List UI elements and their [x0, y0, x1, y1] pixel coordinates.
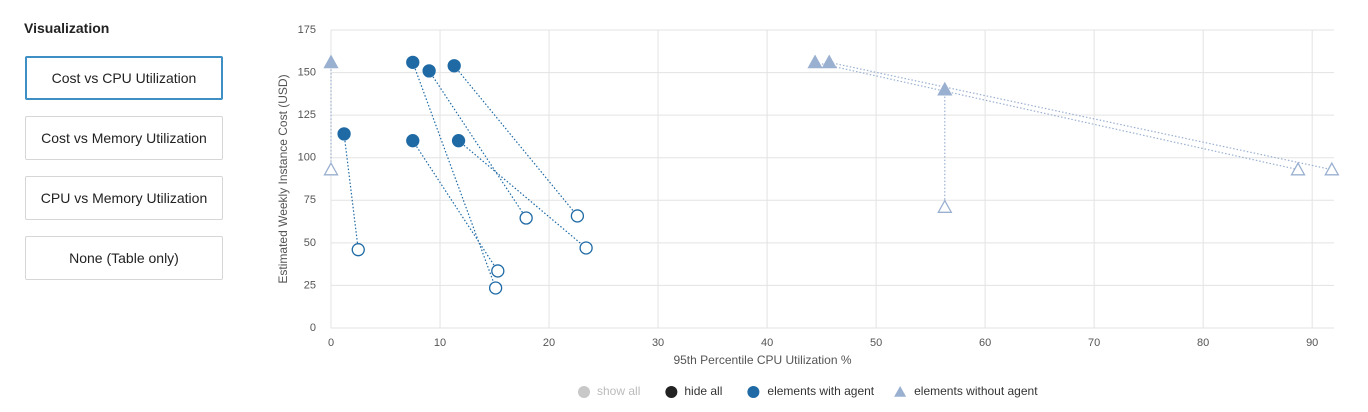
- recommended-point: [579, 241, 593, 255]
- current-point: [337, 127, 351, 141]
- recommended-point: [937, 199, 953, 213]
- option-button[interactable]: CPU vs Memory Utilization: [25, 176, 223, 220]
- current-point: [451, 134, 466, 148]
- current-point: [937, 81, 953, 96]
- connector: [453, 65, 578, 217]
- recommended-point: [1290, 161, 1306, 176]
- y-axis-label: Estimated Weekly Instance Cost (USD): [276, 74, 290, 283]
- x-tick-label: 10: [434, 337, 446, 349]
- y-tick-label: 125: [298, 109, 316, 121]
- x-axis-label: 95th Percentile CPU Utilization %: [673, 353, 851, 367]
- recommended-point: [1324, 161, 1340, 176]
- x-tick-label: 80: [1197, 337, 1209, 349]
- legend-control-marker[interactable]: [578, 386, 590, 398]
- sidebar-title: Visualization: [24, 20, 110, 36]
- option-button[interactable]: Cost vs Memory Utilization: [25, 116, 223, 160]
- current-point: [422, 64, 436, 78]
- legend-label[interactable]: elements with agent: [767, 384, 874, 398]
- x-tick-label: 0: [328, 337, 334, 349]
- connector: [412, 140, 499, 272]
- current-point: [323, 54, 339, 69]
- legend-control[interactable]: hide all: [684, 384, 722, 398]
- x-tick-label: 50: [870, 337, 882, 349]
- x-tick-label: 60: [979, 337, 991, 349]
- option-button[interactable]: Cost vs CPU Utilization: [25, 56, 223, 100]
- connector: [829, 61, 1332, 171]
- recommended-point: [519, 211, 533, 225]
- y-tick-label: 25: [304, 279, 316, 291]
- connector: [428, 70, 527, 219]
- y-tick-label: 75: [304, 194, 316, 206]
- current-point: [807, 54, 823, 69]
- legend-label[interactable]: elements without agent: [914, 384, 1038, 398]
- y-tick-label: 175: [298, 24, 316, 36]
- option-button[interactable]: None (Table only): [25, 236, 223, 280]
- connector: [458, 140, 587, 249]
- connector: [412, 62, 497, 289]
- connector: [814, 61, 1299, 171]
- connector: [343, 133, 359, 250]
- x-tick-label: 40: [761, 337, 773, 349]
- recommended-point: [570, 209, 585, 223]
- legend-marker[interactable]: [894, 386, 907, 397]
- x-tick-label: 20: [543, 337, 555, 349]
- y-tick-label: 50: [304, 237, 316, 249]
- x-tick-label: 70: [1088, 337, 1100, 349]
- current-point: [406, 55, 420, 70]
- y-tick-label: 0: [310, 322, 316, 334]
- y-tick-label: 150: [298, 66, 316, 78]
- legend-marker[interactable]: [747, 386, 760, 398]
- legend-control[interactable]: show all: [597, 384, 640, 398]
- current-point: [447, 59, 461, 73]
- legend-control-marker[interactable]: [665, 386, 678, 398]
- current-point: [406, 134, 420, 148]
- recommended-point: [351, 243, 365, 257]
- recommended-point: [491, 264, 505, 278]
- x-tick-label: 90: [1306, 337, 1318, 349]
- current-point: [821, 54, 837, 69]
- recommended-point: [323, 161, 339, 176]
- x-tick-label: 30: [652, 337, 664, 349]
- recommended-point: [488, 281, 503, 295]
- y-tick-label: 100: [298, 152, 316, 164]
